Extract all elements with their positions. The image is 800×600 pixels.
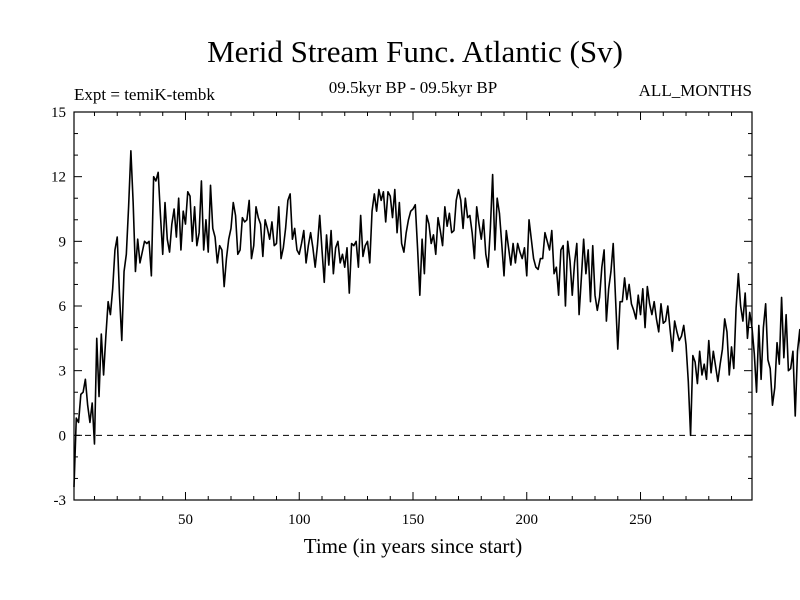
y-tick-label: 15 bbox=[51, 105, 66, 121]
chart-title: Merid Stream Func. Atlantic (Sv) bbox=[207, 34, 623, 69]
x-axis-label: Time (in years since start) bbox=[304, 534, 523, 558]
y-tick-label: -3 bbox=[54, 493, 67, 509]
y-tick-label: 0 bbox=[59, 428, 67, 444]
x-tick-label: 200 bbox=[516, 512, 539, 528]
y-tick-label: 6 bbox=[59, 299, 67, 315]
x-tick-label: 100 bbox=[288, 512, 311, 528]
x-tick-label: 50 bbox=[178, 512, 193, 528]
x-tick-label: 150 bbox=[402, 512, 425, 528]
plot-area: -3 0 3 6 9 12 15 50 100 150 200 250 bbox=[51, 105, 800, 528]
chart-subtitle-center: 09.5kyr BP - 09.5kyr BP bbox=[329, 78, 497, 97]
series-line bbox=[73, 150, 800, 488]
x-tick-label: 250 bbox=[629, 512, 652, 528]
y-tick-label: 3 bbox=[59, 364, 67, 380]
chart-subtitle-right: ALL_MONTHS bbox=[639, 81, 752, 100]
y-tick-label: 12 bbox=[51, 170, 66, 186]
plot-frame bbox=[73, 111, 753, 501]
y-tick-label: 9 bbox=[59, 234, 67, 250]
chart-subtitle-left: Expt = temiK-tembk bbox=[74, 85, 215, 104]
